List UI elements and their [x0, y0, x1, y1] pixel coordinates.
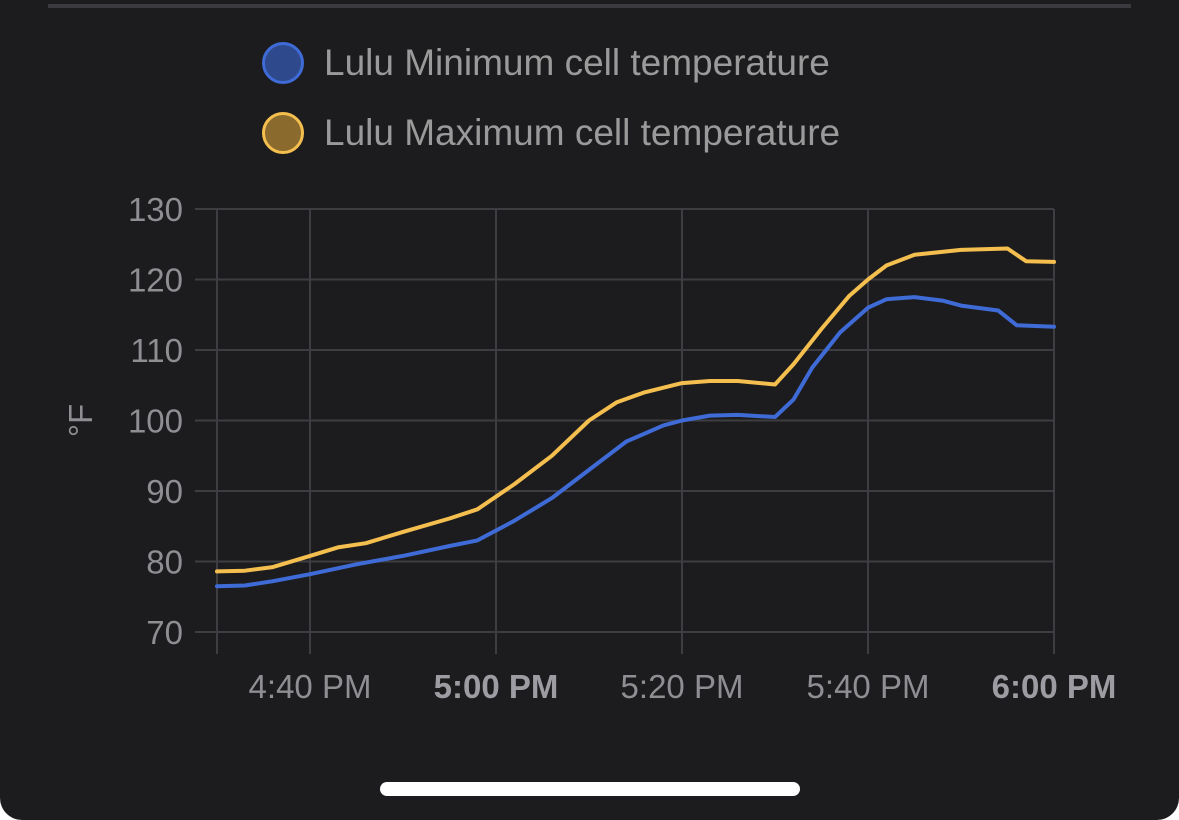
- legend-swatch-min: [262, 42, 304, 84]
- legend-item-min[interactable]: Lulu Minimum cell temperature: [262, 38, 840, 88]
- x-tick-label: 4:40 PM: [249, 668, 372, 705]
- y-tick-label: 130: [128, 191, 183, 228]
- x-tick-label: 5:20 PM: [621, 668, 744, 705]
- top-divider: [48, 4, 1131, 8]
- legend-swatch-max: [262, 112, 304, 154]
- y-tick-label: 120: [128, 262, 183, 299]
- y-tick-label: 90: [146, 473, 183, 510]
- y-tick-label: 70: [146, 614, 183, 651]
- y-tick-label: 100: [128, 403, 183, 440]
- x-tick-label: 5:00 PM: [434, 668, 559, 705]
- legend: Lulu Minimum cell temperature Lulu Maxim…: [262, 38, 840, 178]
- x-tick-label: 5:40 PM: [807, 668, 930, 705]
- legend-label-min: Lulu Minimum cell temperature: [324, 42, 830, 83]
- y-tick-label: 80: [146, 544, 183, 581]
- y-axis-label: °F: [62, 404, 99, 437]
- legend-item-max[interactable]: Lulu Maximum cell temperature: [262, 108, 840, 158]
- line-chart: 70 80 90 100 110 120 130 4:40 PM 5:00 PM 5:20 PM 5…: [62, 191, 1117, 705]
- legend-label-max: Lulu Maximum cell temperature: [324, 112, 841, 153]
- y-tick-label: 110: [130, 332, 183, 369]
- x-tick-label: 6:00 PM: [992, 668, 1117, 705]
- series-line-max: [215, 246, 1056, 574]
- series-line-min: [215, 295, 1056, 589]
- home-indicator[interactable]: [380, 782, 800, 796]
